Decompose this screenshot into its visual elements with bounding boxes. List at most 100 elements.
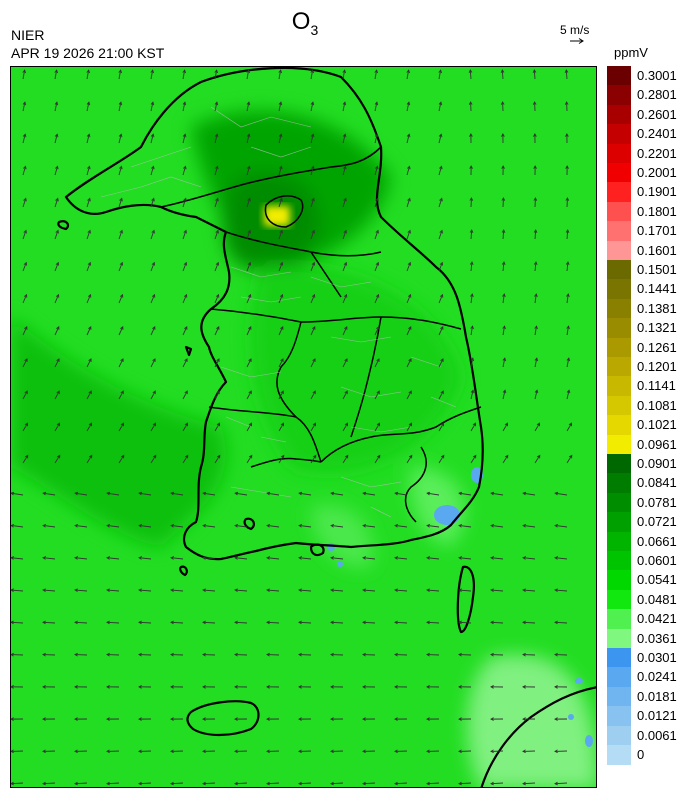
wind-vector-arrow-icon xyxy=(502,262,505,272)
wind-vector-head xyxy=(375,261,380,266)
wind-vector-arrow-icon xyxy=(342,134,346,144)
wind-vector-head xyxy=(24,454,29,459)
wind-vector-arrow-icon xyxy=(310,262,315,272)
west-islands-3 xyxy=(243,517,255,531)
wind-vector-arrow-icon xyxy=(118,390,124,400)
wind-vector-head xyxy=(522,588,526,593)
wind-vector-head xyxy=(106,620,110,625)
wind-vector-head xyxy=(247,261,252,266)
wind-vector-arrow-icon xyxy=(374,102,378,112)
wind-vector-arrow-icon xyxy=(182,326,188,336)
color-scale-label: 0.0601 xyxy=(637,553,677,568)
wind-vector-head xyxy=(184,422,188,427)
wind-vector-head xyxy=(24,358,28,362)
color-scale-label: 0.3001 xyxy=(637,68,677,83)
wind-vector-head xyxy=(394,652,398,657)
wind-vector-arrow-icon xyxy=(566,294,569,304)
wind-vector-head xyxy=(22,101,27,106)
wind-vector-head xyxy=(279,197,283,202)
ulleung-island xyxy=(456,565,475,634)
wind-vector-arrow-icon xyxy=(106,782,120,785)
wind-vector-arrow-icon xyxy=(534,294,537,304)
wind-vector-arrow-icon xyxy=(22,166,26,176)
agency-label: NIER xyxy=(11,27,45,43)
wind-vector-head xyxy=(280,422,284,427)
wind-vector-head xyxy=(138,588,142,593)
wind-vector-head xyxy=(183,229,187,234)
wind-vector-head xyxy=(439,261,444,266)
wind-vector-head xyxy=(330,749,334,754)
wind-vector-head xyxy=(215,165,219,170)
wind-vector-arrow-icon xyxy=(74,782,88,785)
wind-vector-head xyxy=(565,133,569,137)
wind-vector-head xyxy=(170,781,174,786)
wind-vector-head xyxy=(298,556,303,560)
color-scale-swatch xyxy=(607,473,631,494)
wind-vector-head xyxy=(554,556,559,560)
wind-vector-arrow-icon xyxy=(362,782,376,785)
wind-vector-head xyxy=(534,293,538,298)
wind-vector-arrow-icon xyxy=(118,166,122,176)
wind-vector-head xyxy=(248,422,252,427)
wind-vector-arrow-icon xyxy=(43,525,56,528)
wind-vector-arrow-icon xyxy=(139,557,152,560)
color-scale-label: 0.0481 xyxy=(637,591,677,607)
wind-vector-arrow-icon xyxy=(566,455,573,464)
wind-vector-head xyxy=(42,523,47,528)
wind-vector-arrow-icon xyxy=(330,621,344,624)
wind-vector-head xyxy=(330,491,335,496)
wind-vector-arrow-icon xyxy=(182,198,187,208)
wind-vector-head xyxy=(566,357,571,362)
province-boundary-2 xyxy=(210,308,462,330)
wind-vector-head xyxy=(298,781,302,786)
color-scale-label: 0.0421 xyxy=(637,611,677,627)
wind-vector-arrow-icon xyxy=(566,390,570,400)
wind-vector-arrow-icon xyxy=(86,134,90,144)
wind-vector-head xyxy=(311,293,316,298)
wind-vector-head xyxy=(152,390,156,395)
wind-vector-arrow-icon xyxy=(214,390,220,400)
wind-vector-arrow-icon xyxy=(470,326,473,336)
wind-vector-arrow-icon xyxy=(86,230,91,240)
wind-vector-head xyxy=(170,685,174,689)
wind-vector-head xyxy=(458,749,462,754)
wind-vector-head xyxy=(501,229,506,233)
wind-vector-arrow-icon xyxy=(438,455,445,464)
wind-vector-arrow-icon xyxy=(438,294,443,304)
wind-vector-arrow-icon xyxy=(54,230,59,240)
color-scale-swatch xyxy=(607,589,631,610)
wind-vector-arrow-icon xyxy=(118,326,124,336)
color-scale-swatch xyxy=(607,667,631,688)
wind-vector-arrow-icon xyxy=(246,390,252,400)
wind-vector-arrow-icon xyxy=(331,589,344,592)
wind-vector-head xyxy=(343,229,347,234)
wind-vector-head xyxy=(343,197,347,202)
wind-vector-head xyxy=(407,197,411,202)
wind-vector-arrow-icon xyxy=(182,455,189,464)
wind-vector-arrow-icon xyxy=(246,294,251,304)
color-scale-swatch xyxy=(607,163,631,183)
color-scale-label: 0.1901 xyxy=(637,184,677,200)
wind-vector-head xyxy=(554,523,559,528)
wind-vector-arrow-icon xyxy=(534,390,538,400)
wind-vector-head xyxy=(504,422,508,427)
wind-vector-head xyxy=(440,422,444,427)
wind-vector-head xyxy=(106,523,111,528)
wind-vector-arrow-icon xyxy=(150,102,154,112)
wind-vector-arrow-icon xyxy=(406,294,411,304)
wind-vector-head xyxy=(565,229,570,233)
wind-vector-head xyxy=(42,620,46,625)
color-scale-label: 0.2401 xyxy=(637,126,677,142)
color-scale-label: 0 xyxy=(637,747,645,762)
wind-vector-head xyxy=(202,620,206,625)
wind-vector-arrow-icon xyxy=(86,102,90,112)
wind-vector-head xyxy=(536,422,540,427)
wind-vector-arrow-icon xyxy=(182,262,187,272)
wind-vector-arrow-icon xyxy=(214,198,219,208)
wind-vector-arrow-icon xyxy=(342,198,347,208)
wind-vector-head xyxy=(554,749,558,754)
wind-vector-head xyxy=(42,717,46,721)
wind-vector-arrow-icon xyxy=(267,525,280,528)
wind-vector-head xyxy=(234,685,238,689)
wind-vector-head xyxy=(42,556,47,560)
